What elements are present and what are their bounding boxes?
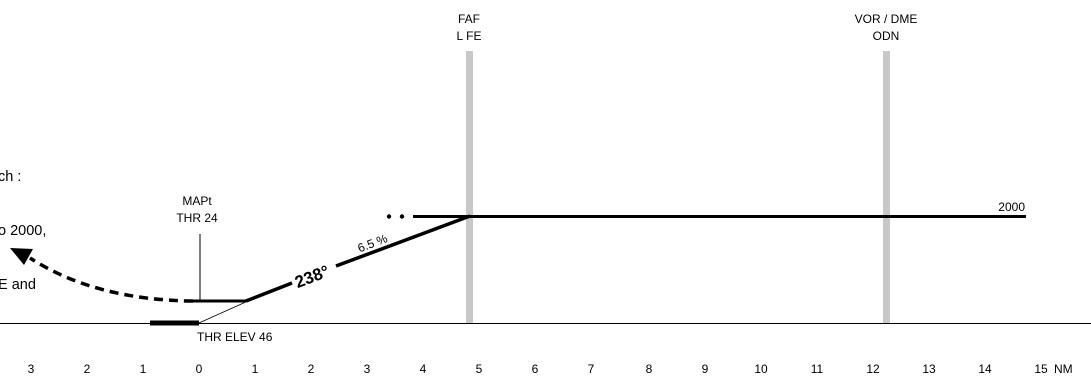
axis-tick-label: 9 bbox=[702, 362, 709, 376]
missed-approach-arrowhead bbox=[10, 248, 33, 265]
axis-tick-label: 5 bbox=[476, 362, 483, 376]
faf-name-label: L FE bbox=[457, 29, 482, 43]
axis-tick-label: 3 bbox=[28, 362, 35, 376]
vor-ident-label: ODN bbox=[873, 29, 900, 43]
axis-tick-label: 1 bbox=[140, 362, 147, 376]
mapt-threshold-label: THR 24 bbox=[176, 211, 218, 225]
axis-tick-label: 6 bbox=[532, 362, 539, 376]
missed-approach-path bbox=[29, 256, 194, 303]
axis-tick-label: 15 bbox=[1034, 362, 1048, 376]
axis-tick-label: 7 bbox=[588, 362, 595, 376]
axis-tick-label: 2 bbox=[308, 362, 315, 376]
missed-approach-note: ch : o 2000, E and bbox=[0, 132, 46, 312]
missed-approach-note-line: E and bbox=[0, 277, 36, 293]
level-dot bbox=[386, 214, 392, 219]
axis-tick-label: 13 bbox=[922, 362, 936, 376]
axis-tick-label: 2 bbox=[84, 362, 91, 376]
faf-label: FAF bbox=[458, 12, 480, 26]
final-descent-path-upper bbox=[335, 214, 471, 268]
axis-tick-label: 4 bbox=[420, 362, 427, 376]
course-label: 238° bbox=[292, 262, 332, 292]
axis-unit-label: NM bbox=[1054, 362, 1073, 376]
axis-tick-label: 14 bbox=[978, 362, 992, 376]
faf-fix-bar bbox=[466, 51, 473, 324]
axis-tick-label: 10 bbox=[754, 362, 768, 376]
vor-dme-label: VOR / DME bbox=[855, 12, 918, 26]
vor-fix-bar bbox=[883, 51, 890, 324]
mapt-label: MAPt bbox=[182, 194, 212, 208]
threshold-elevation-label: THR ELEV 46 bbox=[197, 330, 273, 344]
missed-approach-note-line: ch : bbox=[0, 169, 22, 185]
axis-tick-label: 1 bbox=[252, 362, 259, 376]
axis-tick-label: 8 bbox=[646, 362, 653, 376]
level-dot bbox=[399, 214, 405, 219]
axis-tick-label: 12 bbox=[866, 362, 880, 376]
axis-tick-label: 0 bbox=[196, 362, 203, 376]
final-descent-path-lower bbox=[245, 281, 293, 303]
altitude-label: 2000 bbox=[998, 200, 1025, 214]
axis-tick-label: 11 bbox=[811, 362, 824, 376]
axis-tick-label: 3 bbox=[364, 362, 371, 376]
missed-approach-note-line: o 2000, bbox=[0, 223, 47, 239]
visual-segment-line bbox=[198, 300, 249, 324]
